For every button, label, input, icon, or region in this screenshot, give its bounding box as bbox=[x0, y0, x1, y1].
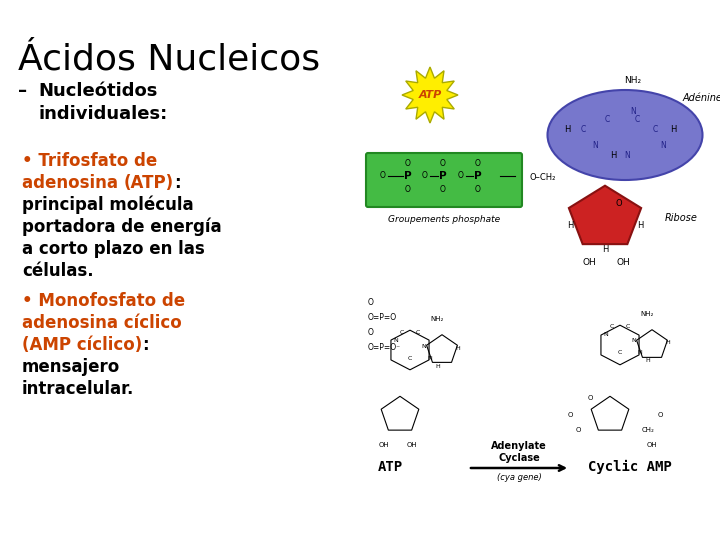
Text: H: H bbox=[646, 359, 650, 363]
Text: OH: OH bbox=[407, 442, 418, 448]
Text: N: N bbox=[630, 106, 636, 116]
Text: O: O bbox=[475, 186, 481, 194]
Text: O: O bbox=[368, 298, 374, 307]
Text: O: O bbox=[458, 172, 464, 180]
Text: O–CH₂: O–CH₂ bbox=[530, 173, 557, 183]
Text: H: H bbox=[670, 125, 676, 133]
Text: C: C bbox=[408, 355, 412, 361]
FancyBboxPatch shape bbox=[366, 153, 522, 207]
Text: mensajero: mensajero bbox=[22, 358, 120, 376]
Polygon shape bbox=[402, 67, 458, 123]
Text: N: N bbox=[631, 339, 636, 343]
Text: (ATP): (ATP) bbox=[124, 174, 174, 192]
Text: C: C bbox=[416, 329, 420, 334]
Text: :: : bbox=[143, 336, 149, 354]
Text: C: C bbox=[610, 325, 614, 329]
Text: C: C bbox=[580, 125, 585, 133]
Text: Adenylate
Cyclase: Adenylate Cyclase bbox=[491, 441, 547, 463]
Text: O: O bbox=[440, 186, 446, 194]
Text: C: C bbox=[626, 325, 630, 329]
Text: NH₂: NH₂ bbox=[624, 76, 642, 85]
Text: Adénine: Adénine bbox=[683, 93, 720, 103]
Text: O=P=O⁻: O=P=O⁻ bbox=[368, 343, 401, 352]
Text: N: N bbox=[624, 151, 630, 159]
Text: CH₂: CH₂ bbox=[642, 427, 654, 433]
Text: Cyclic AMP: Cyclic AMP bbox=[588, 460, 672, 474]
Text: O=P=O: O=P=O bbox=[368, 313, 397, 322]
Text: O: O bbox=[440, 159, 446, 167]
Text: OH: OH bbox=[616, 258, 630, 267]
Text: principal molécula: principal molécula bbox=[22, 196, 194, 214]
Text: adenosina cíclico: adenosina cíclico bbox=[22, 314, 181, 332]
Text: O: O bbox=[405, 186, 411, 194]
Text: N: N bbox=[638, 350, 642, 355]
Text: N: N bbox=[394, 338, 398, 342]
Text: C: C bbox=[652, 125, 657, 133]
Ellipse shape bbox=[547, 90, 703, 180]
Text: portadora de energía: portadora de energía bbox=[22, 218, 222, 237]
Text: H: H bbox=[456, 346, 460, 350]
Text: H: H bbox=[636, 221, 643, 231]
Text: N: N bbox=[428, 355, 433, 361]
Text: O: O bbox=[405, 159, 411, 167]
Text: C: C bbox=[604, 114, 610, 124]
Text: NH₂: NH₂ bbox=[431, 316, 444, 322]
Text: células.: células. bbox=[22, 262, 94, 280]
Text: –: – bbox=[18, 82, 27, 100]
Text: a corto plazo en las: a corto plazo en las bbox=[22, 240, 204, 258]
Text: • Trifosfato de: • Trifosfato de bbox=[22, 152, 157, 170]
Text: Ácidos Nucleicos: Ácidos Nucleicos bbox=[18, 42, 320, 76]
Text: O: O bbox=[575, 427, 581, 433]
Text: O: O bbox=[475, 159, 481, 167]
Text: O: O bbox=[588, 395, 593, 401]
Text: N: N bbox=[660, 140, 666, 150]
Text: O: O bbox=[657, 412, 662, 418]
Text: Ribose: Ribose bbox=[665, 213, 698, 223]
Text: ATP: ATP bbox=[418, 90, 441, 100]
Text: Groupements phosphate: Groupements phosphate bbox=[388, 215, 500, 224]
Text: O: O bbox=[380, 172, 386, 180]
Text: H: H bbox=[665, 341, 670, 346]
Text: C: C bbox=[634, 114, 639, 124]
Text: C: C bbox=[400, 329, 404, 334]
Text: OH: OH bbox=[647, 442, 657, 448]
Text: O: O bbox=[616, 199, 622, 208]
Text: H: H bbox=[610, 151, 616, 159]
Text: O: O bbox=[368, 328, 374, 337]
Text: NH₂: NH₂ bbox=[640, 311, 654, 317]
Text: OH: OH bbox=[582, 258, 596, 267]
Text: (AMP cíclico): (AMP cíclico) bbox=[22, 336, 143, 354]
Text: H: H bbox=[602, 246, 608, 254]
Text: O: O bbox=[567, 412, 572, 418]
Text: • Monofosfato de: • Monofosfato de bbox=[22, 292, 185, 310]
Text: P: P bbox=[474, 171, 482, 181]
Text: OH: OH bbox=[379, 442, 390, 448]
Text: intracelular.: intracelular. bbox=[22, 380, 135, 398]
Text: H: H bbox=[567, 221, 573, 231]
Text: O: O bbox=[422, 172, 428, 180]
Text: H: H bbox=[564, 125, 570, 133]
Text: N: N bbox=[603, 333, 608, 338]
Text: ATP: ATP bbox=[377, 460, 402, 474]
Text: H: H bbox=[436, 363, 441, 368]
Text: (cya gene): (cya gene) bbox=[497, 473, 541, 482]
Text: N: N bbox=[592, 140, 598, 150]
Polygon shape bbox=[569, 186, 641, 244]
Text: C: C bbox=[618, 350, 622, 355]
Text: N: N bbox=[422, 343, 426, 348]
Text: :: : bbox=[174, 174, 181, 192]
Text: Nucleótidos
individuales:: Nucleótidos individuales: bbox=[38, 82, 167, 123]
Text: P: P bbox=[439, 171, 447, 181]
Text: P: P bbox=[404, 171, 412, 181]
Text: adenosina: adenosina bbox=[22, 174, 124, 192]
